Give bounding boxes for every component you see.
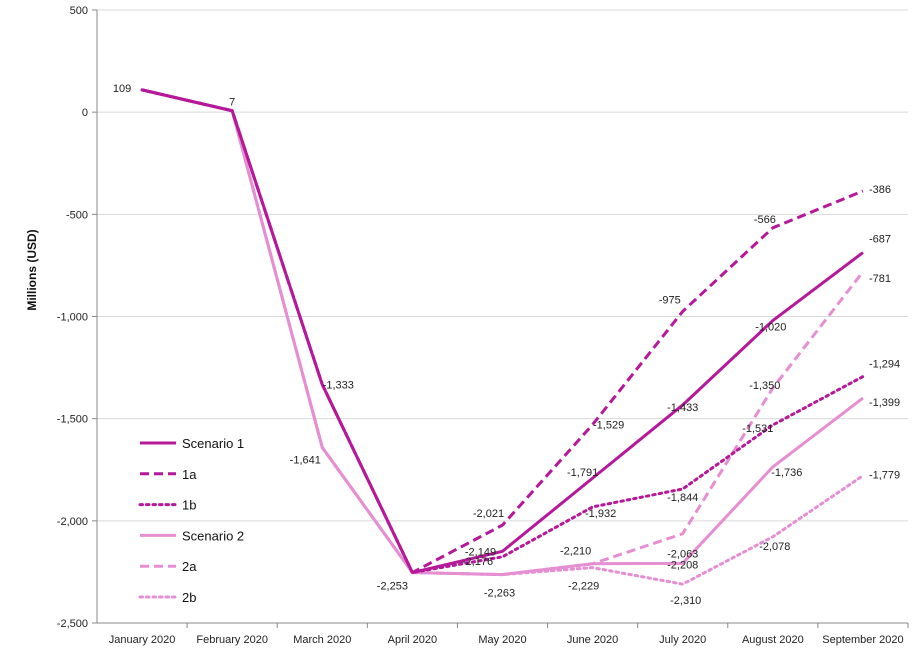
data-label: -1,791 bbox=[567, 467, 598, 479]
y-tick-label: -500 bbox=[66, 209, 88, 221]
legend: Scenario 1 1a 1b Scenario 2 2a 2b bbox=[138, 436, 244, 605]
data-labels: 109 7 -1,333 -2,253 -2,149 -1,791 -1,433 -1,020… bbox=[113, 83, 900, 607]
series-line-scenario-2 bbox=[141, 88, 864, 577]
data-label: -2,310 bbox=[670, 595, 701, 607]
legend-label: 1b bbox=[182, 498, 196, 513]
data-label: -1,779 bbox=[869, 470, 900, 482]
data-label: -2,263 bbox=[484, 588, 515, 600]
x-tick-label: May 2020 bbox=[478, 634, 526, 646]
data-label: -1,333 bbox=[323, 380, 354, 392]
data-label: -1,294 bbox=[869, 359, 900, 371]
data-label: -1,529 bbox=[593, 420, 624, 432]
data-label: -2,063 bbox=[667, 549, 698, 561]
data-label: -1,433 bbox=[667, 402, 698, 414]
series-line-2a bbox=[141, 88, 865, 577]
legend-label: Scenario 1 bbox=[182, 436, 244, 451]
y-tick-label: 0 bbox=[82, 107, 88, 119]
data-label: -1,641 bbox=[290, 454, 321, 466]
data-label: -2,176 bbox=[462, 556, 493, 568]
data-label: 7 bbox=[229, 97, 235, 109]
data-label: -975 bbox=[659, 294, 681, 306]
data-label: -1,531 bbox=[742, 423, 773, 435]
data-label: -1,350 bbox=[749, 380, 780, 392]
data-label: -2,021 bbox=[473, 508, 504, 520]
x-tick-label: July 2020 bbox=[659, 634, 706, 646]
series-lines bbox=[140, 88, 865, 586]
x-tick-label: January 2020 bbox=[109, 634, 176, 646]
data-label: -687 bbox=[869, 234, 891, 246]
legend-label: Scenario 2 bbox=[182, 528, 244, 543]
data-label: -566 bbox=[754, 214, 776, 226]
series-line-scenario-1 bbox=[141, 88, 864, 575]
data-label: -386 bbox=[869, 184, 891, 196]
data-label: -1,399 bbox=[869, 397, 900, 409]
data-label: -1,932 bbox=[585, 508, 616, 520]
x-tick-label: September 2020 bbox=[822, 634, 903, 646]
legend-label: 1a bbox=[182, 467, 197, 482]
data-label: -781 bbox=[869, 273, 891, 285]
x-tick-label: February 2020 bbox=[196, 634, 268, 646]
y-tick-label: -1,500 bbox=[57, 414, 88, 426]
y-axis-title: Millions (USD) bbox=[25, 229, 39, 310]
axes: 500 0 -500 -1,000 -1,500 -2,000 -2,500 January … bbox=[57, 5, 909, 646]
data-label: -2,078 bbox=[759, 541, 790, 553]
data-label: -1,736 bbox=[771, 467, 802, 479]
x-tick-label: March 2020 bbox=[293, 634, 351, 646]
x-tick-label: August 2020 bbox=[742, 634, 804, 646]
y-tick-label: -2,000 bbox=[57, 516, 88, 528]
data-label: -2,208 bbox=[667, 559, 698, 571]
y-tick-label: 500 bbox=[70, 5, 88, 17]
legend-label: 2a bbox=[182, 559, 197, 574]
y-tick-label: -1,000 bbox=[57, 312, 88, 324]
data-label: -2,253 bbox=[377, 581, 408, 593]
data-label: -2,210 bbox=[560, 546, 591, 558]
y-tick-label: -2,500 bbox=[57, 618, 88, 630]
data-label: -2,149 bbox=[465, 546, 496, 558]
x-tick-label: June 2020 bbox=[567, 634, 618, 646]
data-label: -1,020 bbox=[755, 322, 786, 334]
data-label: -2,229 bbox=[568, 581, 599, 593]
x-tick-label: April 2020 bbox=[388, 634, 438, 646]
data-label: 109 bbox=[113, 83, 131, 95]
data-label: -1,844 bbox=[667, 492, 698, 504]
legend-label: 2b bbox=[182, 590, 196, 605]
